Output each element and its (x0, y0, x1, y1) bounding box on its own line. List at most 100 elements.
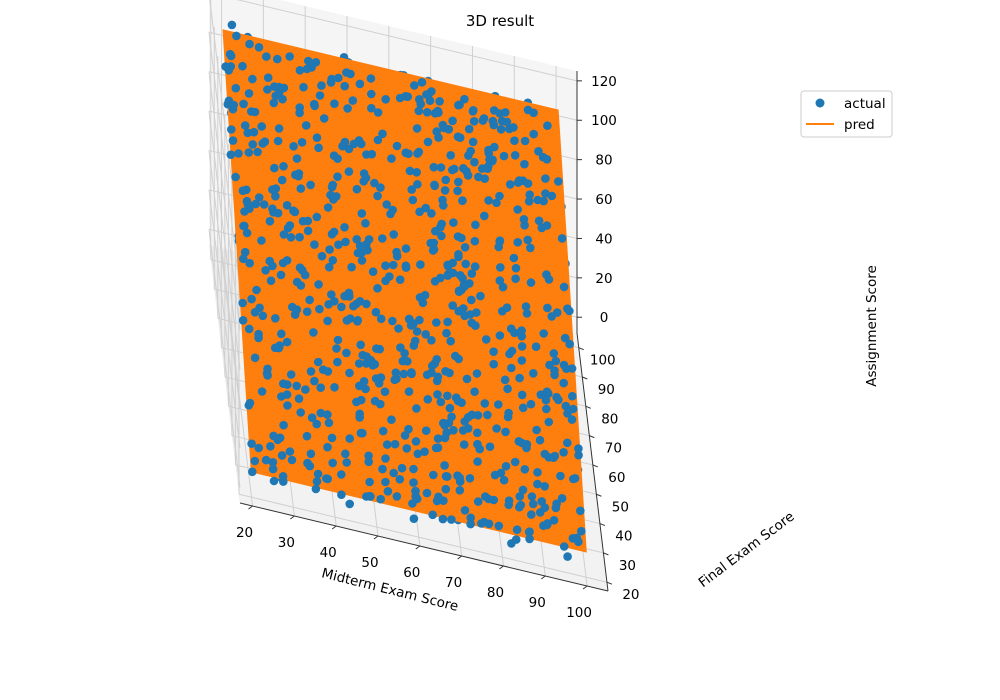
actual-point (543, 303, 552, 313)
actual-point (563, 552, 572, 561)
actual-point (481, 492, 490, 501)
actual-point (448, 116, 457, 126)
actual-point (261, 455, 271, 465)
actual-point (303, 216, 313, 226)
actual-point (466, 519, 475, 529)
actual-point (323, 203, 333, 212)
actual-point (257, 387, 267, 396)
actual-point (510, 151, 520, 160)
actual-point (441, 484, 451, 494)
x-tick-label: 20 (236, 525, 253, 541)
actual-point (505, 180, 515, 189)
actual-point (299, 82, 308, 92)
actual-point (517, 356, 527, 365)
actual-point (425, 96, 435, 105)
actual-point (263, 364, 272, 374)
z-tick-label: 20 (595, 271, 612, 287)
actual-point (316, 383, 326, 393)
actual-point (405, 315, 414, 324)
actual-point (554, 177, 563, 186)
actual-point (410, 81, 419, 90)
actual-point (526, 278, 536, 287)
actual-point (455, 133, 465, 142)
actual-point (296, 408, 306, 417)
actual-point (404, 387, 414, 396)
actual-point (534, 147, 543, 156)
actual-point (422, 370, 432, 380)
actual-point (559, 360, 569, 370)
actual-point (480, 399, 490, 408)
y-tick-mark (585, 405, 591, 409)
x-axis-line (239, 502, 609, 592)
actual-point (287, 455, 297, 465)
actual-point (567, 415, 577, 424)
actual-point (513, 238, 522, 247)
actual-point (342, 458, 352, 467)
actual-point (542, 155, 552, 164)
actual-point (323, 410, 332, 419)
actual-point (496, 125, 506, 134)
actual-point (518, 485, 528, 495)
actual-point (577, 526, 586, 536)
actual-point (574, 450, 583, 460)
actual-point (433, 390, 442, 399)
actual-point (389, 230, 399, 239)
actual-point (465, 474, 475, 483)
actual-point (520, 136, 530, 146)
actual-point (376, 183, 385, 192)
legend: actual pred (800, 90, 893, 138)
actual-point (496, 263, 505, 272)
actual-point (543, 121, 552, 130)
actual-point (409, 514, 419, 523)
actual-point (494, 400, 503, 409)
actual-point (367, 103, 376, 113)
y-tick-mark (582, 376, 588, 380)
actual-point (421, 330, 431, 339)
actual-point (430, 277, 440, 286)
actual-point (481, 335, 491, 344)
actual-point (310, 240, 319, 249)
actual-point (559, 282, 569, 292)
actual-point (464, 124, 474, 134)
actual-point (402, 444, 412, 453)
actual-point (269, 98, 279, 108)
actual-point (520, 159, 529, 169)
actual-point (390, 375, 400, 385)
actual-point (312, 419, 322, 429)
actual-point (251, 199, 261, 209)
actual-point (228, 136, 238, 145)
actual-point (376, 314, 386, 324)
actual-point (490, 470, 500, 480)
actual-point (440, 186, 450, 195)
actual-point (290, 207, 300, 217)
actual-point (455, 486, 465, 495)
actual-point (477, 519, 486, 528)
actual-point (401, 244, 411, 253)
actual-point (246, 107, 256, 116)
actual-point (378, 464, 387, 474)
actual-point (439, 418, 448, 428)
actual-point (412, 327, 422, 336)
actual-point (462, 374, 472, 384)
legend-actual-label: actual (844, 96, 886, 112)
actual-point (286, 233, 296, 242)
actual-point (417, 78, 427, 87)
actual-point (247, 294, 256, 304)
actual-point (443, 317, 452, 327)
actual-point (432, 355, 442, 364)
actual-point (311, 484, 321, 494)
actual-point (373, 191, 382, 201)
actual-point (313, 469, 323, 479)
actual-point (480, 211, 489, 221)
actual-point (459, 440, 469, 449)
actual-point (348, 96, 358, 105)
actual-point (544, 453, 554, 462)
actual-point (343, 104, 352, 113)
actual-point (422, 90, 431, 99)
actual-point (412, 404, 421, 413)
actual-point (268, 185, 277, 194)
actual-point (460, 243, 470, 252)
actual-point (503, 412, 513, 422)
actual-point (314, 280, 323, 289)
actual-point (338, 141, 347, 151)
